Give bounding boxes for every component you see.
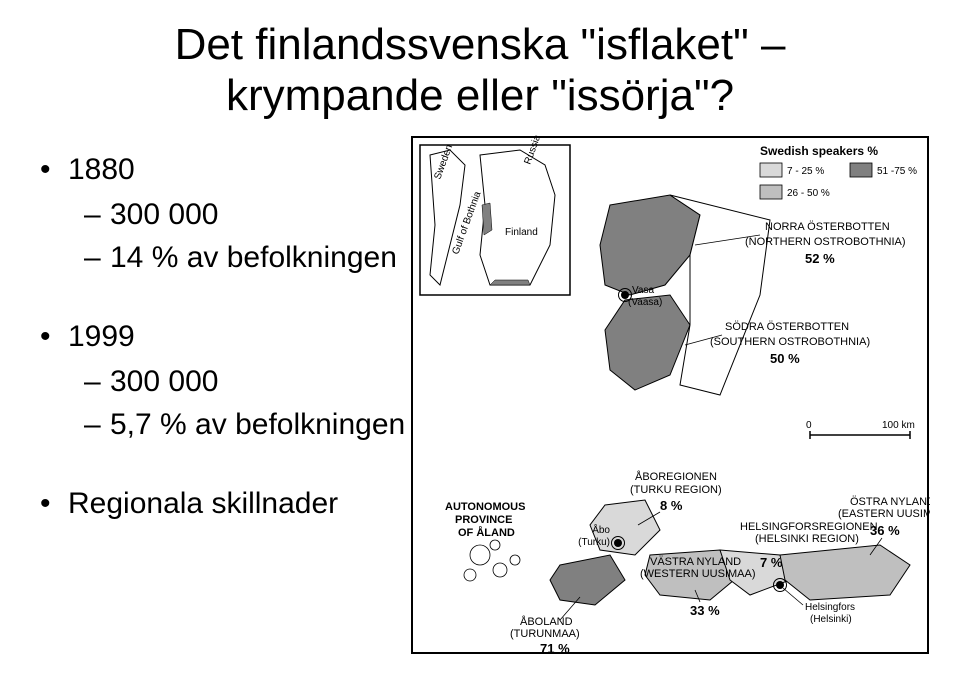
region-en: PROVINCE: [455, 514, 512, 526]
region-en: (HELSINKI REGION): [755, 533, 859, 545]
bullet-group: Regionala skillnader: [40, 484, 420, 523]
bullet-lvl1: 1880: [40, 150, 420, 189]
region-sv: HELSINGFORSREGIONEN: [740, 521, 878, 533]
region-pct: 71 %: [540, 641, 570, 655]
region-sv: VÄSTRA NYLAND: [650, 556, 741, 568]
title-line2: krympande eller "issörja"?: [226, 71, 734, 120]
region-en: (TURUNMAA): [510, 628, 580, 640]
region-sv: ÅBOLAND: [520, 615, 573, 628]
region-pct: 50 %: [770, 351, 800, 366]
city-abo-sv: Åbo: [592, 523, 610, 536]
scale-bar: 0 100 km: [806, 420, 915, 439]
region-pct: 7 %: [760, 555, 783, 570]
legend-label-2: 51 -75 %: [877, 166, 917, 177]
scale-left: 0: [806, 420, 812, 431]
bullet-lvl2: 300 000: [40, 362, 420, 401]
region-sv: NORRA ÖSTERBOTTEN: [765, 221, 890, 233]
region-pct: 52 %: [805, 251, 835, 266]
city-vasa-sv: Vasa: [632, 285, 654, 296]
region-sv: SÖDRA ÖSTERBOTTEN: [725, 321, 849, 333]
city-abo-fi: (Turku): [578, 537, 610, 548]
bullet-lvl1: Regionala skillnader: [40, 484, 420, 523]
region-en: (EASTERN UUSIMAA): [838, 508, 930, 520]
slide-title: Det finlandssvenska "isflaket" – krympan…: [40, 20, 920, 121]
city-hfors-fi: (Helsinki): [810, 614, 852, 625]
city-vasa-fi: (Vaasa): [628, 297, 662, 308]
region-en: (SOUTHERN OSTROBOTHNIA): [710, 336, 870, 348]
region-sv: ÅBOREGIONEN: [635, 470, 717, 483]
bullet-lvl2: 5,7 % av befolkningen: [40, 405, 420, 444]
legend-label-1: 26 - 50 %: [787, 188, 830, 199]
bullet-list: 1880 300 000 14 % av befolkningen 1999 3…: [40, 150, 420, 563]
legend-label-0: 7 - 25 %: [787, 166, 824, 177]
bullet-lvl2: 300 000: [40, 195, 420, 234]
scale-right: 100 km: [882, 420, 915, 431]
region-extra: OF ÅLAND: [458, 526, 515, 539]
map-legend: Swedish speakers % 7 - 25 % 51 -75 % 26 …: [760, 144, 917, 199]
region-en: (NORTHERN OSTROBOTHNIA): [745, 236, 906, 248]
region-sv: ÖSTRA NYLAND: [850, 496, 930, 508]
region-pct: 36 %: [870, 523, 900, 538]
region-en: (TURKU REGION): [630, 484, 722, 496]
title-line1: Det finlandssvenska "isflaket" –: [175, 20, 786, 69]
city-hfors-sv: Helsingfors: [805, 602, 855, 613]
bullet-lvl2: 14 % av befolkningen: [40, 238, 420, 277]
legend-title: Swedish speakers %: [760, 144, 878, 158]
region-en: (WESTERN UUSIMAA): [640, 568, 756, 580]
bullet-group: 1880 300 000 14 % av befolkningen: [40, 150, 420, 277]
region-pct: 8 %: [660, 498, 683, 513]
bullet-lvl1: 1999: [40, 317, 420, 356]
region-pct: 33 %: [690, 603, 720, 618]
inset-label-finland: Finland: [505, 227, 538, 238]
map-figure: Sweden Finland Russia Gulf of Bothnia Sw…: [410, 135, 930, 655]
region-sv: AUTONOMOUS: [445, 501, 525, 513]
inset-map: Sweden Finland Russia Gulf of Bothnia: [420, 135, 570, 295]
bullet-group: 1999 300 000 5,7 % av befolkningen: [40, 317, 420, 444]
